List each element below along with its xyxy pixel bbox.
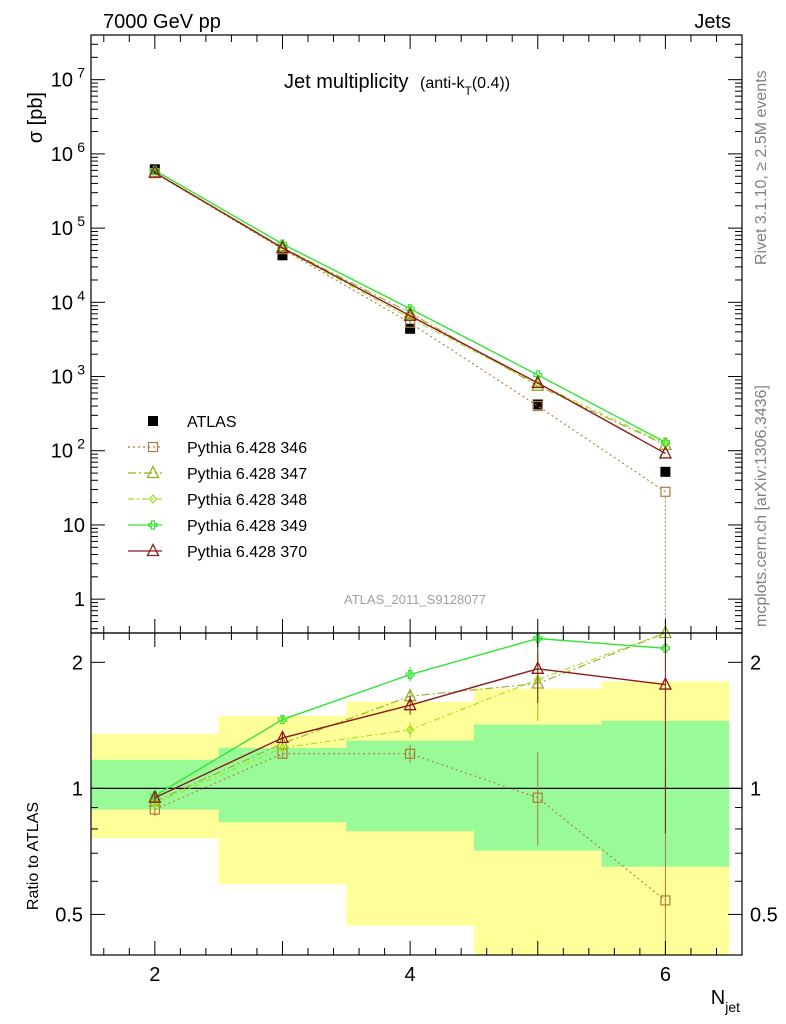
x-tick-label: 4 [405,964,416,986]
legend-label: Pythia 6.428 349 [187,518,307,535]
title-paren-sub: T [465,84,473,98]
y-tick-label-base: 10 [51,70,73,92]
y-tick-label-exponent: 6 [77,139,85,155]
ratio-point [533,633,543,644]
mc-point [403,307,417,321]
x-axis-label-sub: jet [724,999,740,1015]
mc-point [660,486,671,497]
data-point [532,399,543,410]
mc-point [658,445,672,459]
mc-point [660,437,671,447]
title-main: Jet multiplicity [284,71,408,93]
legend-marker [147,441,159,453]
title-paren-close: (0.4)) [472,75,510,92]
y-tick-label: 10 4 [51,287,85,314]
mc-point [405,317,416,328]
header-right: Jets [694,11,731,33]
title-paren-open: (anti-k [420,75,465,92]
ratio-panel-series [148,625,672,955]
legend-label: Pythia 6.428 348 [187,492,307,509]
ratio-tick-label-right: 2 [750,652,761,674]
y-tick-label-base: 10 [51,441,73,463]
ratio-point [278,742,287,753]
y-tick-label-base: 10 [51,218,73,240]
y-tick-label: 10 6 [51,139,85,166]
x-axis-label-main: N [711,987,725,1009]
y-axis-label-bottom: Ratio to ATLAS [25,802,42,910]
x-axis-label: Njet [711,987,740,1015]
ratio-tick-label-right: 1 [750,778,761,800]
ratio-point [532,792,543,803]
mcplots-info: mcplots.cern.ch [arXiv:1306.3436] [753,385,770,627]
legend-label: Pythia 6.428 370 [187,544,307,561]
ratio-point [403,697,417,711]
rivet-info: Rivet 3.1.10, ≥ 2.5M events [753,70,770,265]
ratio-tick-label-right: 0.5 [750,904,778,926]
y-axis-label-top: σ [pb] [25,92,47,143]
legend: ATLAS Pythia 6.428 346 Pythia 6.428 347 Pyt… [128,414,307,561]
legend-marker [148,520,158,530]
legend-label: Pythia 6.428 347 [187,466,307,483]
y-tick-label-exponent: 5 [77,213,85,229]
ratio-point [275,729,290,744]
analysis-id: ATLAS_2011_S9128077 [344,592,486,607]
ratio-point [405,724,415,735]
y-tick-label-exponent: 2 [77,436,85,452]
data-point [405,323,416,334]
x-tick-label: 2 [149,964,160,986]
legend-marker [146,543,160,557]
legend-label: ATLAS [187,414,237,431]
ratio-panel-frame [90,632,743,956]
mc-point [532,400,543,412]
ratio-point [405,669,415,680]
legend-marker [148,494,158,504]
x-tick-label: 6 [660,964,671,986]
y-tick-label-base: 10 [51,144,73,166]
mc-point [403,304,417,319]
top-panel-series [148,164,672,633]
y-tick-label-base: 10 [51,292,73,314]
header-left: 7000 GeV pp [103,11,221,33]
ratio-point [660,895,671,906]
ratio-point [277,714,288,725]
y-tick-label-base: 1 [74,589,85,611]
legend-marker [148,416,158,426]
ratio-point [658,676,672,690]
y-tick-label-exponent: 7 [77,65,85,81]
data-point [277,250,288,261]
y-tick-label: 10 3 [51,362,85,389]
mc-point [275,240,290,254]
ratio-point [148,789,162,803]
y-tick-label: 10 [63,515,85,537]
y-tick-label-exponent: 4 [77,287,85,303]
mc-point [148,164,162,178]
y-tick-label: 10 5 [51,213,85,240]
y-tick-label: 1 [74,589,85,611]
stat-band-bin [218,747,347,823]
series-line-top [154,171,666,455]
y-tick-label-base: 10 [63,515,85,537]
ratio-point [531,660,545,674]
ratio-tick-label: 2 [72,652,83,674]
y-tick-label: 10 2 [51,436,85,463]
ratio-point [660,643,671,653]
data-point [660,466,671,477]
plot-title: Jet multiplicity (anti-kT(0.4)) [284,71,510,98]
y-tick-label-base: 10 [51,367,73,389]
y-tick-label-exponent: 3 [77,362,85,378]
y-tick-label: 10 7 [51,65,85,92]
ratio-tick-label: 0.5 [55,904,83,926]
ratio-point [405,748,416,759]
mc-point [531,374,545,389]
ratio-tick-label: 1 [72,778,83,800]
legend-marker [146,465,160,479]
legend-label: Pythia 6.428 346 [187,440,307,457]
